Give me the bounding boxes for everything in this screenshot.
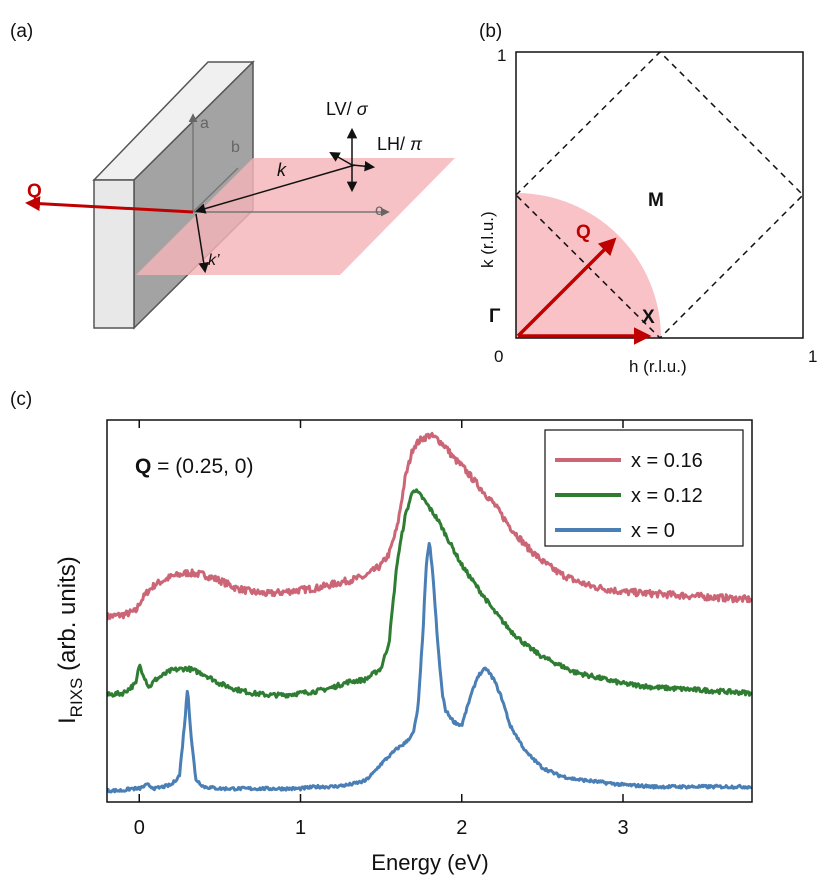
spectra-lines (107, 431, 752, 794)
panel-b-tick-right: 1 (808, 347, 817, 366)
panel-a: (a) a b c Q k k’ LV/ σ LH/ π (10, 21, 455, 330)
k-outgoing-label: k’ (208, 252, 220, 269)
x-point-label: X (642, 307, 655, 328)
x-tick-label: 3 (617, 817, 628, 839)
x-tick-label: 0 (134, 817, 145, 839)
k-outgoing-arrow (195, 213, 209, 274)
q-direction-diagonal-arrow (516, 237, 617, 338)
reciprocal-space-frame (515, 51, 804, 339)
series-line-x-0 (107, 541, 752, 794)
panel-a-label: (a) (10, 21, 33, 42)
series-line-x-0-16 (107, 431, 752, 621)
panel-b-label: (b) (479, 21, 502, 42)
q-vector-label: Q (27, 181, 42, 202)
q-vector-arrow (25, 196, 194, 214)
axis-a-label: a (200, 115, 209, 132)
plot-frame (106, 419, 753, 803)
lh-polarization-arrow-right (351, 160, 376, 172)
magnetic-zone-boundary (516, 52, 803, 338)
panel-b-xlabel: h (r.l.u.) (629, 357, 687, 376)
lv-sigma-label: LV/ σ (326, 99, 369, 119)
panel-b-ylabel: k (r.l.u.) (478, 211, 497, 268)
scattering-plane (136, 158, 455, 275)
gamma-point-label: Γ (489, 306, 501, 327)
lh-pi-label: LH/ π (377, 134, 423, 154)
x-tick-label: 1 (295, 817, 306, 839)
panel-b: (b) Q M X Γ 1 0 1 h (r.l.u.) k (r.l.u.) (478, 21, 817, 376)
axis-c-label: c (375, 202, 383, 219)
legend: x = 0.16 x = 0.12 x = 0 (555, 450, 703, 542)
panel-b-q-label: Q (576, 222, 591, 243)
x-axis-ticks: 0 1 2 3 (134, 420, 629, 839)
panel-b-tick-top: 1 (497, 46, 506, 65)
panel-c-label: (c) (10, 389, 32, 410)
legend-label: x = 0.16 (631, 450, 703, 472)
k-incoming-arrow (194, 164, 356, 214)
crystal-front-face (93, 179, 135, 329)
legend-label: x = 0 (631, 520, 675, 542)
legend-label: x = 0.12 (631, 485, 703, 507)
x-axis-label: Energy (eV) (371, 850, 488, 875)
m-point-label: M (648, 190, 664, 211)
q-annotation: Q = (0.25, 0) (135, 455, 253, 478)
lh-polarization-arrow-left (329, 151, 353, 166)
x-tick-label: 2 (456, 817, 467, 839)
k-incoming-label: k (277, 160, 287, 180)
legend-box (544, 429, 744, 547)
series-line-x-0-12 (107, 488, 752, 699)
panel-b-tick-origin: 0 (494, 347, 503, 366)
y-axis-label: IRIXS (arb. units) (54, 556, 86, 724)
axis-b-label: b (231, 139, 240, 156)
